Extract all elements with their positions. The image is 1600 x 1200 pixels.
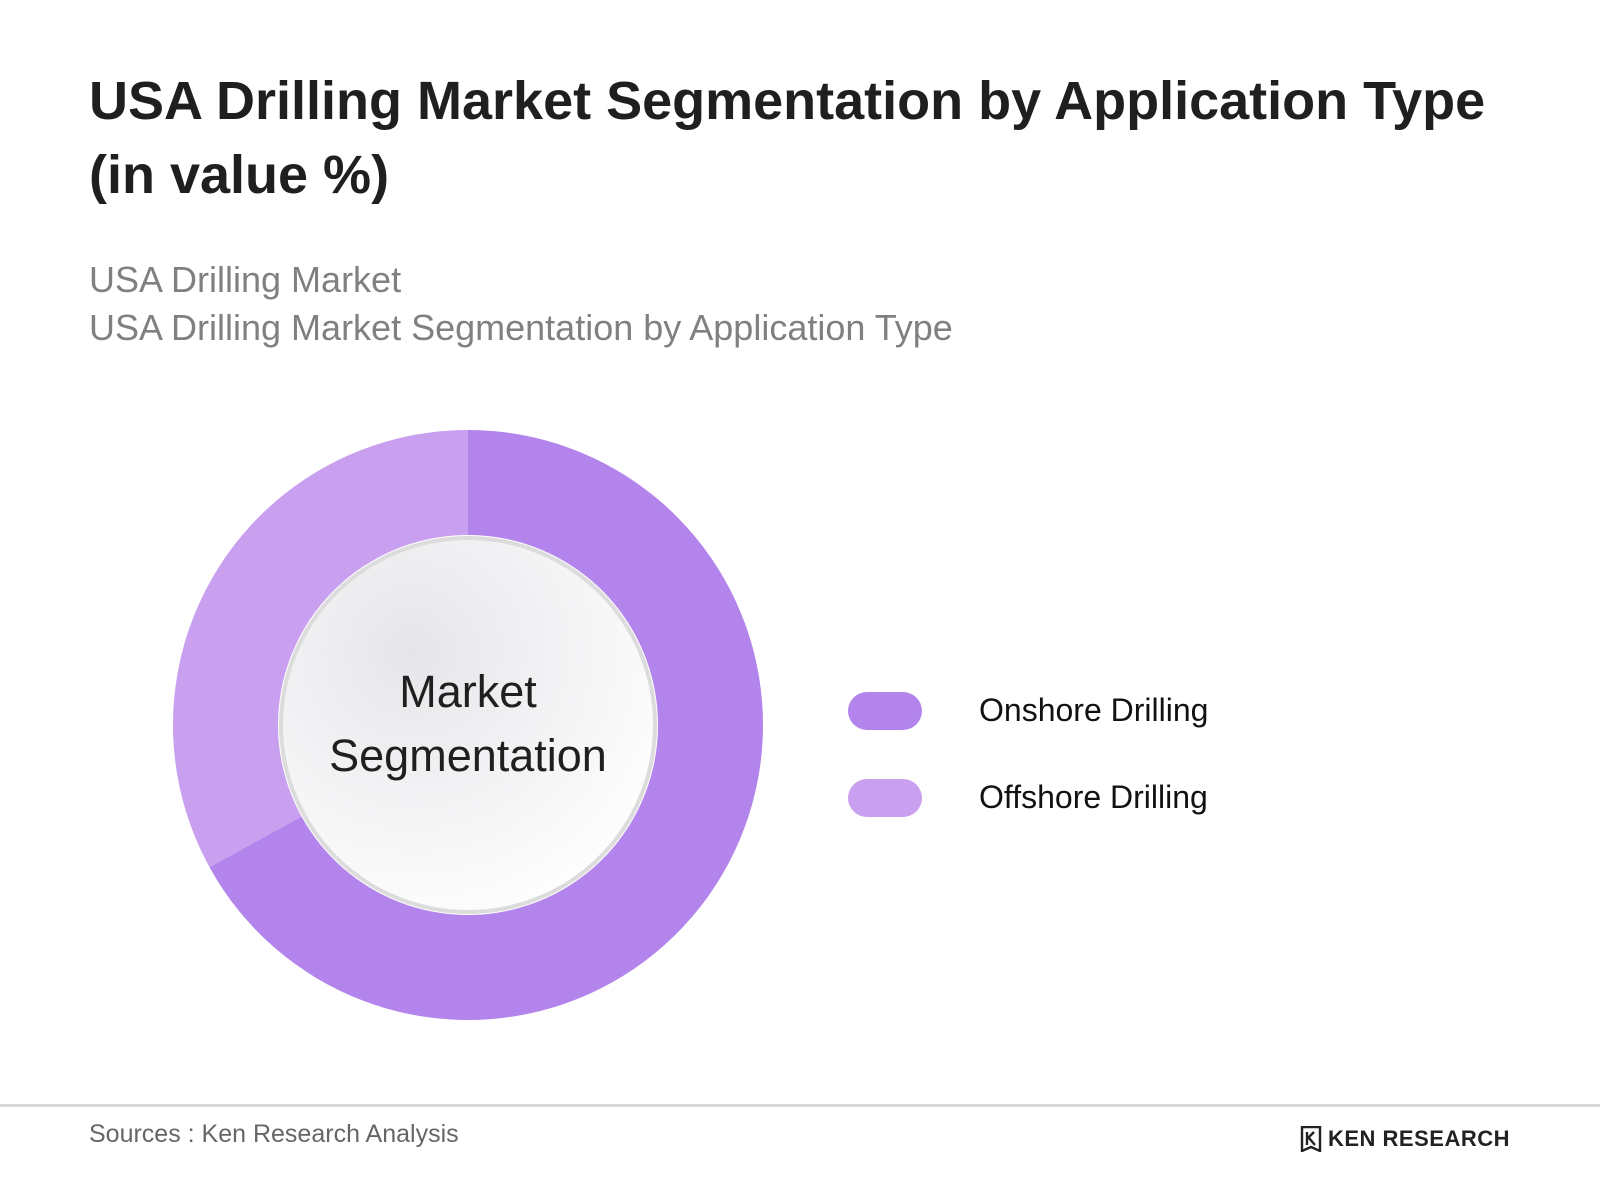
chart-title: USA Drilling Market Segmentation by Appl…	[89, 71, 1486, 205]
chart-subtitle-segmentation: USA Drilling Market Segmentation by Appl…	[89, 307, 953, 348]
donut-slice-offshore-drilling	[173, 430, 468, 868]
donut-slice-onshore-drilling	[209, 430, 764, 1021]
legend-swatch-onshore	[848, 692, 922, 730]
legend-item-onshore: Onshore Drilling	[848, 692, 1248, 730]
legend-swatch-offshore	[848, 779, 922, 817]
legend-item-offshore: Offshore Drilling	[848, 779, 1248, 817]
center-label-line-2: Segmentation	[329, 730, 607, 781]
chart-subtitle-market: USA Drilling Market	[89, 259, 402, 300]
brand-logo: KEN RESEARCH	[1300, 1124, 1510, 1154]
donut-hole	[283, 540, 653, 910]
footer-divider	[0, 1104, 1600, 1107]
legend-label-offshore: Offshore Drilling	[979, 779, 1208, 815]
center-label: Market Segmentation	[308, 660, 628, 788]
legend-label-onshore: Onshore Drilling	[979, 692, 1209, 728]
brand-text: KEN RESEARCH	[1327, 1126, 1510, 1151]
center-label-line-1: Market	[399, 666, 537, 717]
footer-source: Sources : Ken Research Analysis	[89, 1120, 459, 1148]
ken-research-logo-icon	[1300, 1126, 1322, 1152]
